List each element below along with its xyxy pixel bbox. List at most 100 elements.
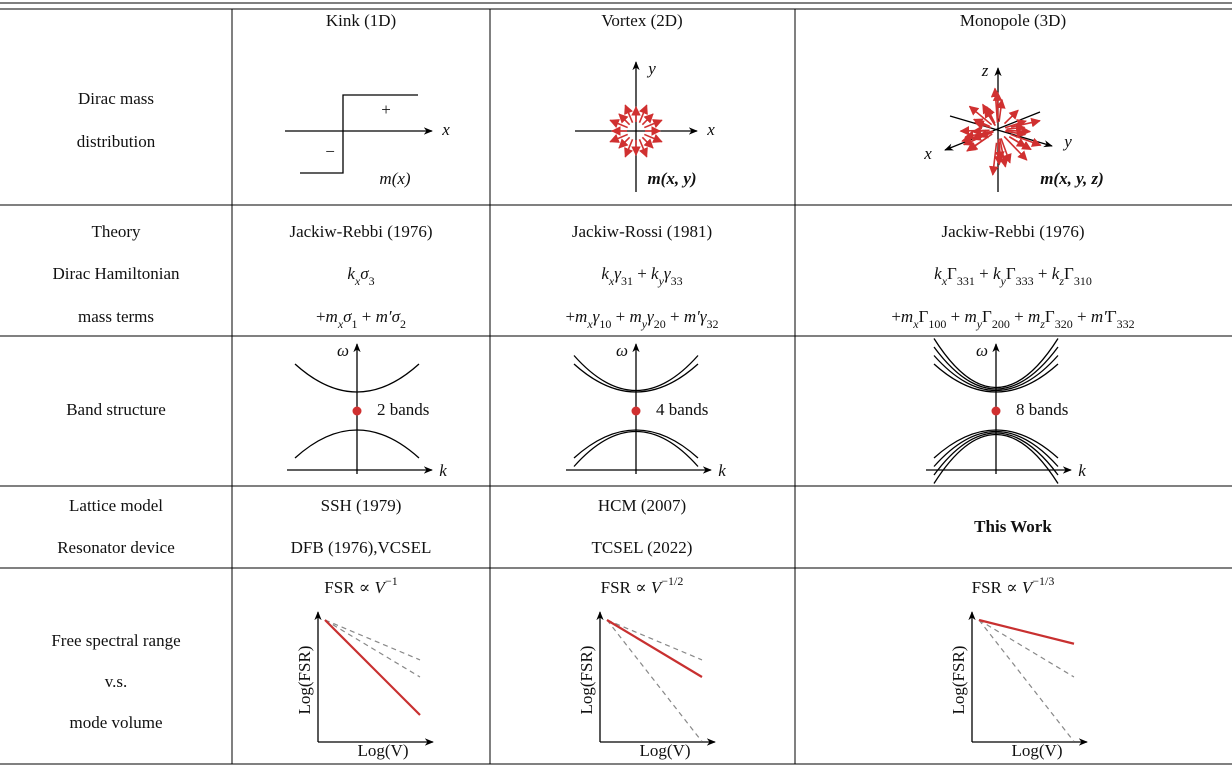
math-base: Γ xyxy=(947,264,957,283)
mass-label: m(x) xyxy=(379,169,410,188)
math-base: Γ xyxy=(1006,264,1016,283)
math-op: + xyxy=(1034,264,1052,283)
fsr-scaling xyxy=(979,620,1074,644)
band-count: 2 bands xyxy=(377,400,429,419)
math-sub: 200 xyxy=(992,317,1010,331)
math-sub: 31 xyxy=(621,274,633,288)
row-label: Theory xyxy=(91,222,141,241)
math-base: Γ xyxy=(1107,307,1117,326)
axis-label: x xyxy=(441,120,450,139)
mass-arrow xyxy=(639,139,646,157)
fsr-title: FSR ∝ V−1/3 xyxy=(972,574,1055,597)
table-rules xyxy=(0,3,1232,764)
mass-arrow xyxy=(999,100,1002,122)
fsr-reference xyxy=(325,620,420,660)
math-base: m xyxy=(1028,307,1040,326)
math-op: + xyxy=(565,307,575,326)
math-op: + xyxy=(611,307,629,326)
math-base: m xyxy=(575,307,587,326)
axis-label: y xyxy=(1062,132,1072,151)
hamiltonian: kxΓ331 + kyΓ333 + kzΓ310 xyxy=(934,264,1092,288)
band-count: 4 bands xyxy=(656,400,708,419)
axis-label: x xyxy=(923,144,932,163)
fsr-text: FSR ∝ xyxy=(972,578,1022,597)
dirac-point xyxy=(992,407,1001,416)
lattice-model: TCSEL (2022) xyxy=(592,538,693,557)
mass-sign: + xyxy=(381,100,391,119)
mass-arrow xyxy=(961,130,990,131)
mass-arrow xyxy=(1006,127,1024,129)
theory-name: Jackiw-Rossi (1981) xyxy=(572,222,712,241)
axis-label: z xyxy=(981,61,989,80)
fsr-exp: −1/3 xyxy=(1032,574,1054,588)
hamiltonian: kxγ31 + kyγ33 xyxy=(601,264,682,288)
fsr-exp: −1 xyxy=(385,574,398,588)
theory-name: Jackiw-Rebbi (1976) xyxy=(941,222,1084,241)
math-op: m′ xyxy=(1091,307,1107,326)
column-header: Monopole (3D) xyxy=(960,11,1066,30)
math-op: + xyxy=(975,264,993,283)
math-op: + xyxy=(946,307,964,326)
math-sub: 32 xyxy=(707,317,719,331)
fsr-title: FSR ∝ V−1 xyxy=(324,574,397,597)
row-label: Lattice model xyxy=(69,496,163,515)
math-base: m xyxy=(326,307,338,326)
mass-arrow xyxy=(642,137,653,148)
fsr-reference xyxy=(979,620,1074,742)
axis-label: Log(FSR) xyxy=(295,646,314,715)
lattice-model: DFB (1976),VCSEL xyxy=(291,538,432,557)
math-op: + xyxy=(633,264,651,283)
dirac-point xyxy=(632,407,641,416)
math-base: Γ xyxy=(1045,307,1055,326)
mass-terms: +mxΓ100 + myΓ200 + mzΓ320 + m′Γ332 xyxy=(891,307,1134,331)
axis-label: Log(V) xyxy=(1012,741,1063,760)
fsr-scaling xyxy=(325,620,420,715)
mass-arrow xyxy=(610,134,628,141)
math-base: Γ xyxy=(982,307,992,326)
fsr-text: FSR ∝ xyxy=(601,578,651,597)
axis-label: ω xyxy=(976,341,988,360)
axis-label: k xyxy=(439,461,447,480)
math-sub: 320 xyxy=(1055,317,1073,331)
math-sub: 331 xyxy=(957,274,975,288)
axis-label: y xyxy=(646,59,656,78)
math-sub: 310 xyxy=(1074,274,1092,288)
row-label: Resonator device xyxy=(57,538,175,557)
math-sub: 332 xyxy=(1117,317,1135,331)
mass-arrow xyxy=(639,105,646,123)
math-sub: 100 xyxy=(928,317,946,331)
mass-arrow xyxy=(644,134,662,141)
mass-terms: +mxσ1 + m′σ2 xyxy=(316,307,406,331)
math-base: m xyxy=(901,307,913,326)
math-base: Γ xyxy=(919,307,929,326)
axis-label: ω xyxy=(616,341,628,360)
math-op: + xyxy=(358,307,376,326)
axis-label: k xyxy=(1078,461,1086,480)
math-op: + xyxy=(666,307,684,326)
math-op: + xyxy=(891,307,901,326)
math-op: m′ xyxy=(684,307,700,326)
fsr-exp: −1/2 xyxy=(661,574,683,588)
table-figure: Dirac massdistributionTheoryDirac Hamilt… xyxy=(0,0,1232,766)
row-label: Dirac mass xyxy=(78,89,154,108)
mass-arrow xyxy=(610,120,628,127)
mass-label: m(x, y, z) xyxy=(1040,169,1104,188)
mass-arrow xyxy=(642,114,653,125)
axis-label: ω xyxy=(337,341,349,360)
math-base: Γ xyxy=(1064,264,1074,283)
dirac-point xyxy=(353,407,362,416)
row-label: mode volume xyxy=(69,713,162,732)
row-label: Free spectral range xyxy=(51,631,180,650)
fsr-scaling xyxy=(607,620,702,677)
axis-label: k xyxy=(718,461,726,480)
hamiltonian: kxσ3 xyxy=(347,264,374,288)
fsr-reference xyxy=(979,620,1074,677)
axis-label: Log(V) xyxy=(640,741,691,760)
row-label: distribution xyxy=(77,132,156,151)
row-label: mass terms xyxy=(78,307,154,326)
math-sub: 333 xyxy=(1016,274,1034,288)
band-count: 8 bands xyxy=(1016,400,1068,419)
lattice-model: HCM (2007) xyxy=(598,496,686,515)
math-base: m xyxy=(964,307,976,326)
math-base: m xyxy=(629,307,641,326)
